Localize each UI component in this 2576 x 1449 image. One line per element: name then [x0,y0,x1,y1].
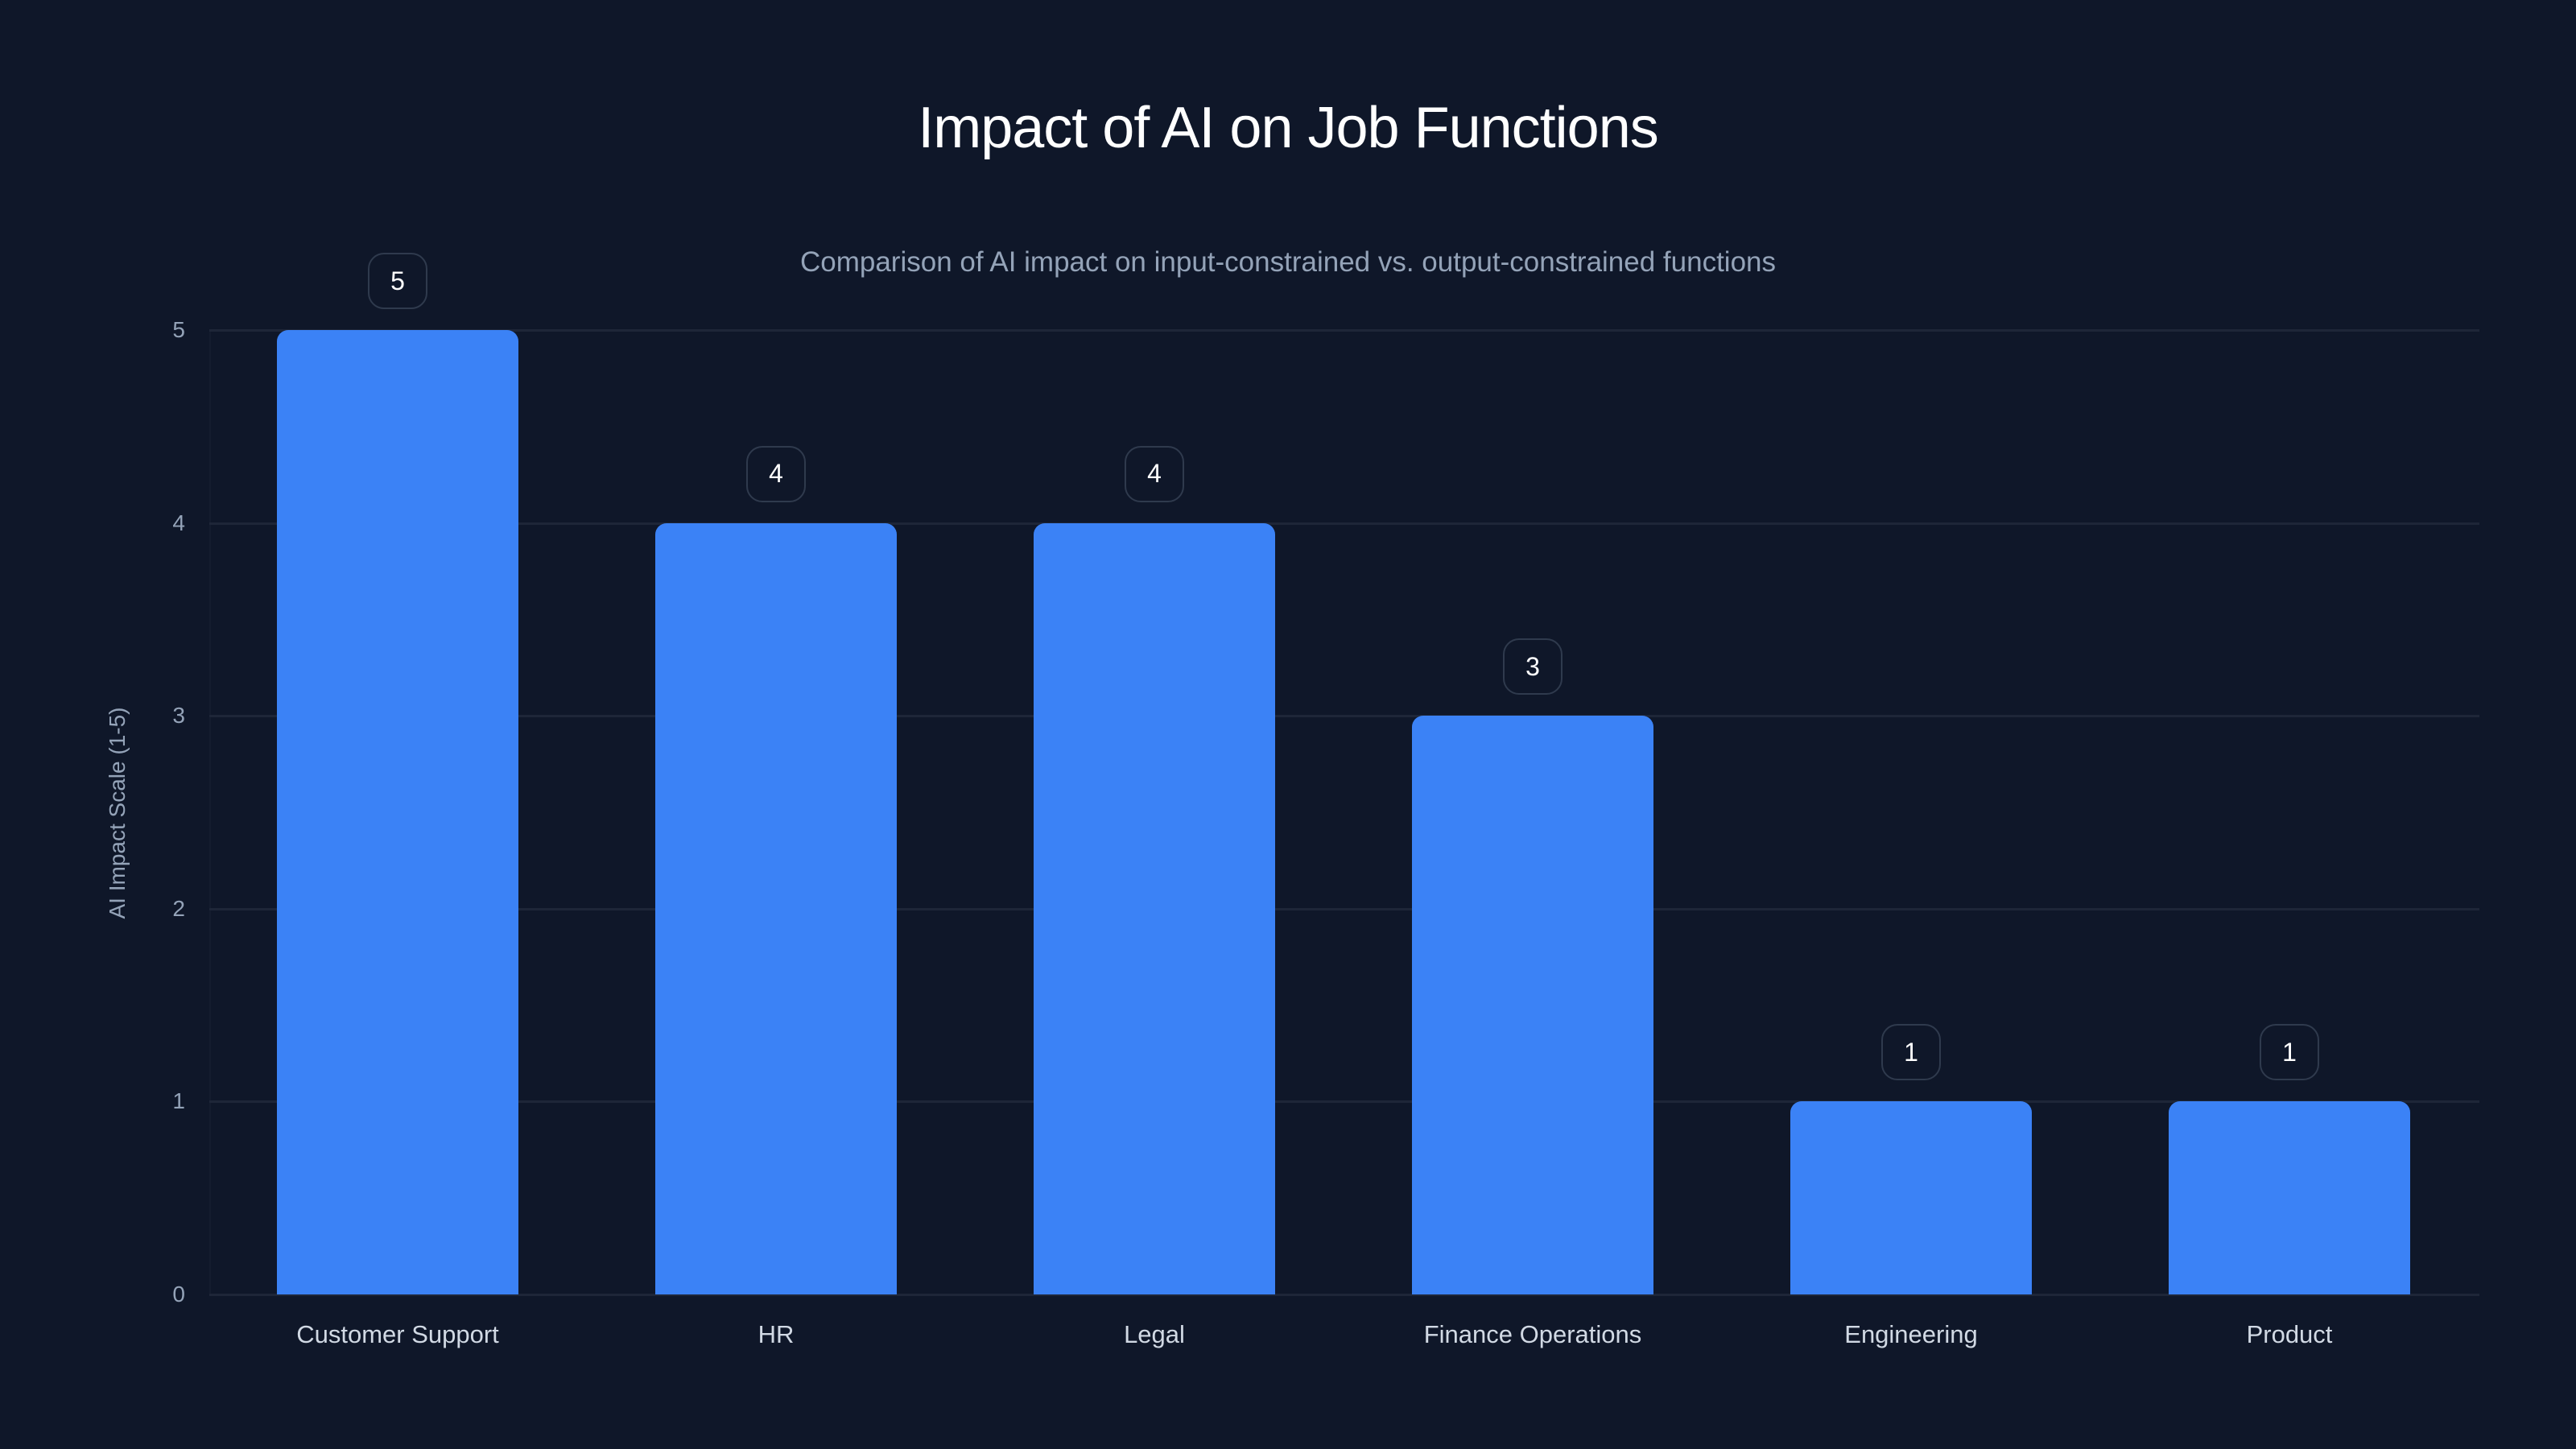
y-tick-label: 5 [172,317,185,342]
y-tick-label: 0 [172,1282,185,1307]
bar-engineering[interactable] [1790,1101,2032,1294]
x-tick-label: Product [2246,1320,2333,1348]
y-tick-label: 4 [172,510,185,535]
y-tick-label: 3 [172,703,185,729]
x-tick-label: Finance Operations [1423,1320,1642,1348]
gridline [209,1294,2479,1296]
x-tick-label: Engineering [1844,1320,1978,1348]
bar-legal[interactable] [1034,522,1275,1294]
bar-customer-support[interactable] [277,330,518,1294]
bar-product[interactable] [2169,1101,2410,1294]
chart-title: Impact of AI on Job Functions [918,96,1659,160]
value-label: 3 [1503,638,1563,696]
y-axis-line [209,330,211,1294]
gridline [209,329,2479,332]
bar-finance-operations[interactable] [1412,716,1653,1294]
gridline [209,522,2479,525]
value-label: 4 [746,445,806,502]
value-label: 1 [1881,1024,1941,1081]
y-tick-label: 2 [172,895,185,921]
gridline [209,1100,2479,1104]
plot-area: 5 4 4 3 1 1 [209,253,2479,1296]
value-label: 4 [1125,445,1184,502]
x-tick-label: HR [758,1320,795,1348]
x-tick-label: Customer Support [296,1320,499,1348]
value-label: 5 [368,253,427,309]
x-tick-label: Legal [1124,1320,1185,1348]
y-axis-label: AI Impact Scale (1-5) [105,707,130,919]
gridline [209,907,2479,910]
chart-subtitle: Comparison of AI impact on input-constra… [799,246,1777,278]
gridline [209,715,2479,718]
bar-hr[interactable] [655,522,897,1294]
y-tick-label: 1 [172,1088,185,1114]
value-label: 1 [2260,1024,2319,1081]
